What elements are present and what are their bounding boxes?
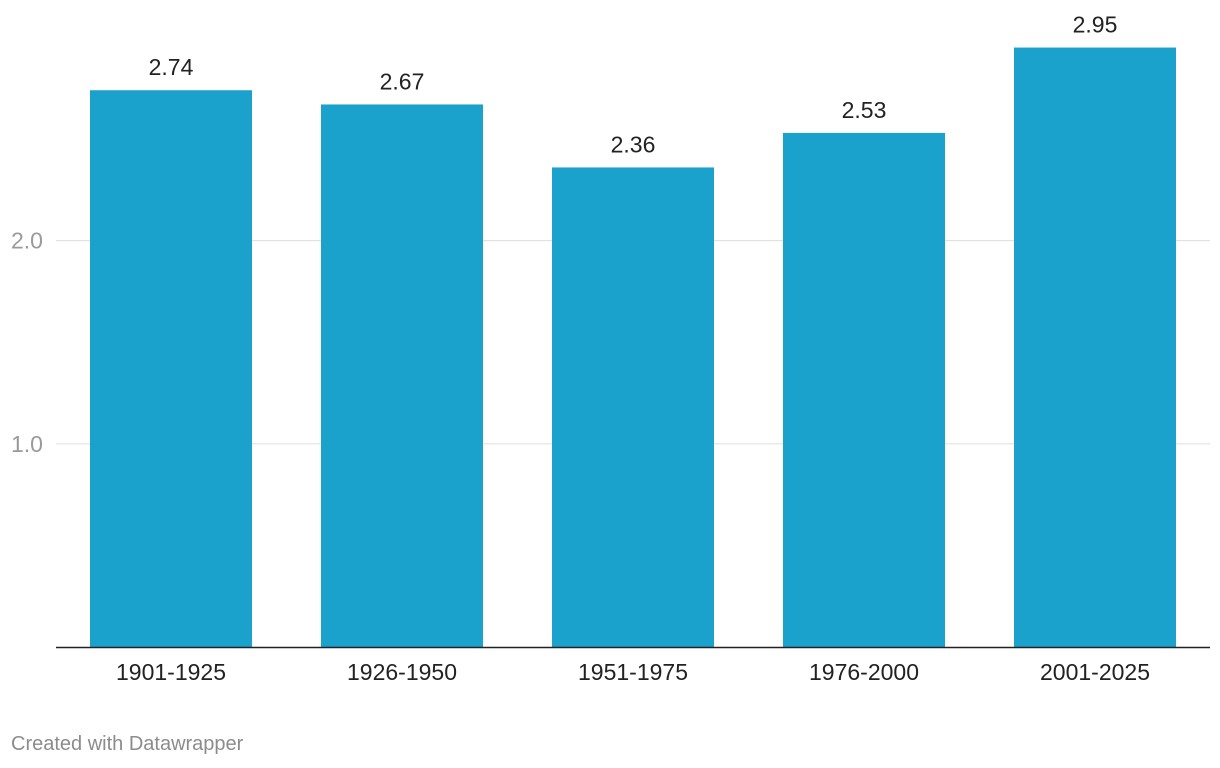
x-axis: 1901-1925 1926-1950 1951-1975 1976-2000 2001… xyxy=(56,646,1210,685)
data-labels-layer: 2.74 2.67 2.36 2.53 2.95 xyxy=(149,12,1118,158)
data-label: 2.53 xyxy=(842,97,887,123)
data-label: 2.36 xyxy=(611,131,656,157)
bars-layer xyxy=(90,47,1176,648)
x-tick-label: 1926-1950 xyxy=(347,659,457,685)
y-tick-label: 2.0 xyxy=(11,228,43,254)
bar xyxy=(1014,47,1176,648)
x-tick-label: 2001-2025 xyxy=(1040,659,1150,685)
data-label: 2.67 xyxy=(380,68,425,94)
bar xyxy=(552,167,714,647)
bar xyxy=(783,132,945,648)
data-label: 2.74 xyxy=(149,54,194,80)
credit-text: Created with Datawrapper xyxy=(11,733,244,755)
bar xyxy=(90,90,252,648)
x-tick-label: 1976-2000 xyxy=(809,659,919,685)
x-tick-label: 1901-1925 xyxy=(116,659,226,685)
x-tick-label: 1951-1975 xyxy=(578,659,688,685)
data-label: 2.95 xyxy=(1073,12,1118,38)
y-tick-label: 1.0 xyxy=(11,431,43,457)
bar xyxy=(321,104,483,648)
